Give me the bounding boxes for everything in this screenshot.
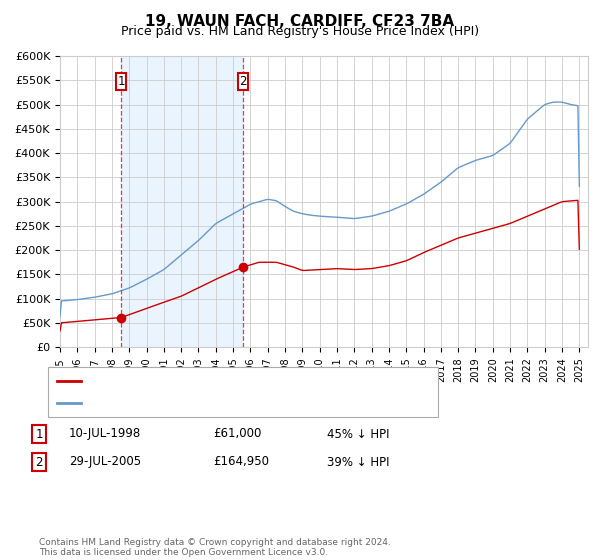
Text: 2: 2 [35,455,43,469]
Text: 29-JUL-2005: 29-JUL-2005 [69,455,141,469]
Text: 1: 1 [35,427,43,441]
Text: Price paid vs. HM Land Registry's House Price Index (HPI): Price paid vs. HM Land Registry's House … [121,25,479,38]
Text: 1: 1 [118,75,125,88]
Text: £164,950: £164,950 [213,455,269,469]
Text: 39% ↓ HPI: 39% ↓ HPI [327,455,389,469]
Text: HPI: Average price, detached house, Cardiff: HPI: Average price, detached house, Card… [85,398,329,408]
Bar [116,73,126,90]
Text: £61,000: £61,000 [213,427,262,441]
Text: 19, WAUN FACH, CARDIFF, CF23 7BA (detached house): 19, WAUN FACH, CARDIFF, CF23 7BA (detach… [85,376,391,386]
Text: Contains HM Land Registry data © Crown copyright and database right 2024.
This d: Contains HM Land Registry data © Crown c… [39,538,391,557]
Text: 10-JUL-1998: 10-JUL-1998 [69,427,141,441]
Text: 2: 2 [239,75,247,88]
Text: 19, WAUN FACH, CARDIFF, CF23 7BA: 19, WAUN FACH, CARDIFF, CF23 7BA [145,14,455,29]
Text: 45% ↓ HPI: 45% ↓ HPI [327,427,389,441]
Bar [238,73,248,90]
